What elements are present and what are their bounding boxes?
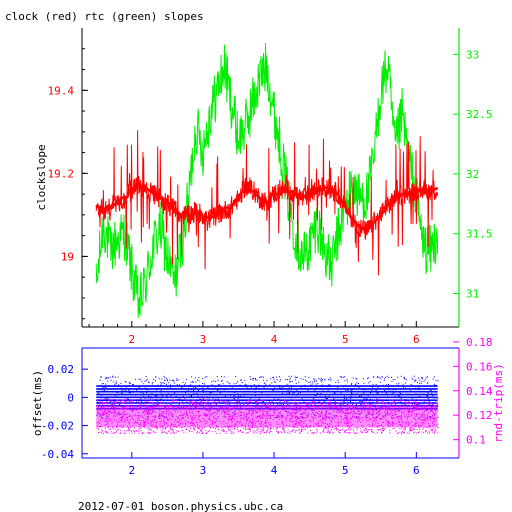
top-x-tick-label: 2 (128, 333, 135, 346)
bottom-y-right-tick-label: 0.12 (466, 409, 493, 422)
clock-trend-line (95, 182, 439, 235)
bottom-y-right-tick-label: 0.16 (466, 360, 493, 373)
bottom-y-right-tick-label: 0.18 (466, 336, 493, 349)
offset-scatter-points (96, 375, 439, 419)
top-y-right-tick-label: 32 (466, 168, 479, 181)
bottom-x-tick-label: 3 (200, 464, 207, 477)
bottom-y-left-label: offset(ms) (31, 370, 44, 436)
top-y-right-tick-label: 33 (466, 48, 479, 61)
chart-title: clock (red) rtc (green) slopes (5, 10, 204, 23)
rtc-series-line (95, 43, 439, 318)
bottom-y-left-tick-label: -0.02 (41, 420, 74, 433)
bottom-panel: 2 3 4 5 6 -0.04 -0.02 0 0.02 0.1 0.12 0.14 0.16 0.18 o… (31, 336, 505, 477)
top-y-left-label: clockslope (35, 144, 48, 210)
bottom-y-left-tick-label: -0.04 (41, 448, 74, 461)
top-y-right-tick-label: 31 (466, 288, 479, 301)
clock-series-line (95, 130, 439, 276)
bottom-y-right-tick-label: 0.1 (466, 434, 486, 447)
top-x-tick-label: 6 (413, 333, 420, 346)
bottom-x-tick-label: 6 (413, 464, 420, 477)
top-x-tick-label: 5 (342, 333, 349, 346)
bottom-x-tick-label: 2 (128, 464, 135, 477)
bottom-y-left-tick-label: 0 (67, 391, 74, 404)
rndtrip-scatter-points (96, 398, 439, 435)
top-y-left-tick-label: 19 (61, 250, 74, 263)
bottom-y-right-tick-label: 0.14 (466, 385, 493, 398)
top-y-right-tick-label: 31.5 (466, 228, 493, 241)
footer-text: 2012-07-01 boson.physics.ubc.ca (78, 500, 283, 512)
top-y-left-tick-label: 19.4 (48, 84, 75, 97)
top-x-tick-label: 3 (200, 333, 207, 346)
top-panel: 2 3 4 5 6 19 19.2 19.4 31 31.5 32 32.5 33 clockslope (35, 28, 493, 346)
bottom-x-tick-label: 4 (271, 464, 278, 477)
top-y-left-tick-label: 19.2 (48, 167, 75, 180)
top-y-right-tick-label: 32.5 (466, 108, 493, 121)
bottom-y-left-tick-label: 0.02 (48, 363, 75, 376)
bottom-y-right-label: rnd-trip(ms) (492, 363, 505, 442)
bottom-x-tick-label: 5 (342, 464, 349, 477)
top-x-tick-label: 4 (271, 333, 278, 346)
